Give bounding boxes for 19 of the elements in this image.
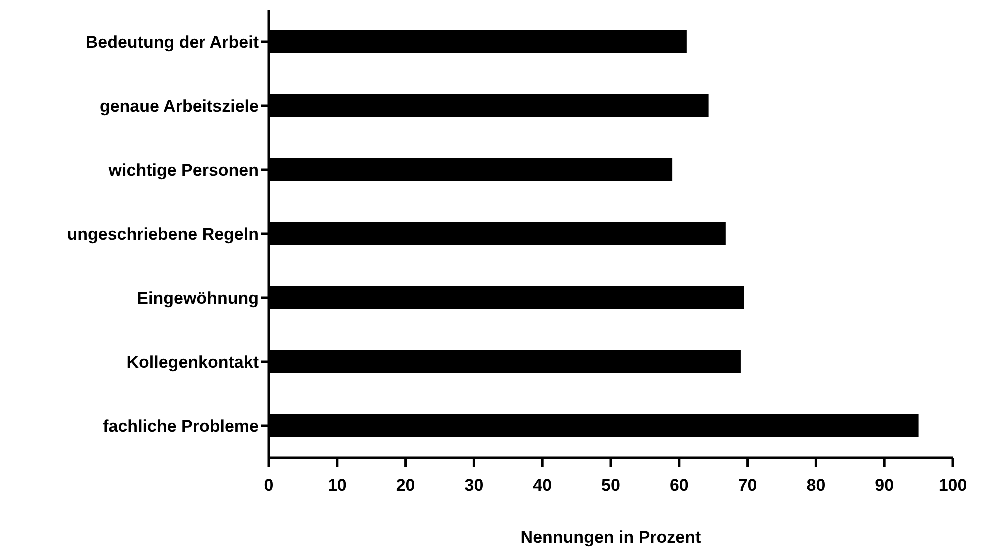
x-tick-label: 80 — [806, 476, 826, 496]
y-tick-label: fachliche Probleme — [103, 417, 259, 436]
x-axis-title: Nennungen in Prozent — [520, 528, 702, 547]
x-tick-label: 40 — [533, 476, 552, 496]
x-tick-label: 100 — [938, 476, 968, 496]
x-tick-label: 0 — [264, 476, 274, 496]
y-tick-label: genaue Arbeitsziele — [100, 97, 259, 116]
y-tick-label: wichtige Personen — [108, 161, 259, 180]
x-tick-label: 70 — [738, 476, 758, 496]
x-tick-label: 30 — [464, 476, 484, 496]
x-tick-label: 10 — [328, 476, 347, 496]
x-tick-label: 60 — [670, 476, 689, 496]
y-tick-label: Bedeutung der Arbeit — [86, 33, 260, 52]
y-tick-label: Kollegenkontakt — [126, 353, 260, 372]
x-tick-label: 90 — [875, 476, 894, 496]
y-tick-label: ungeschriebene Regeln — [67, 225, 259, 244]
x-tick-label: 50 — [602, 476, 620, 496]
y-tick-label: Eingewöhnung — [137, 289, 259, 308]
x-tick-label: 20 — [396, 476, 416, 496]
